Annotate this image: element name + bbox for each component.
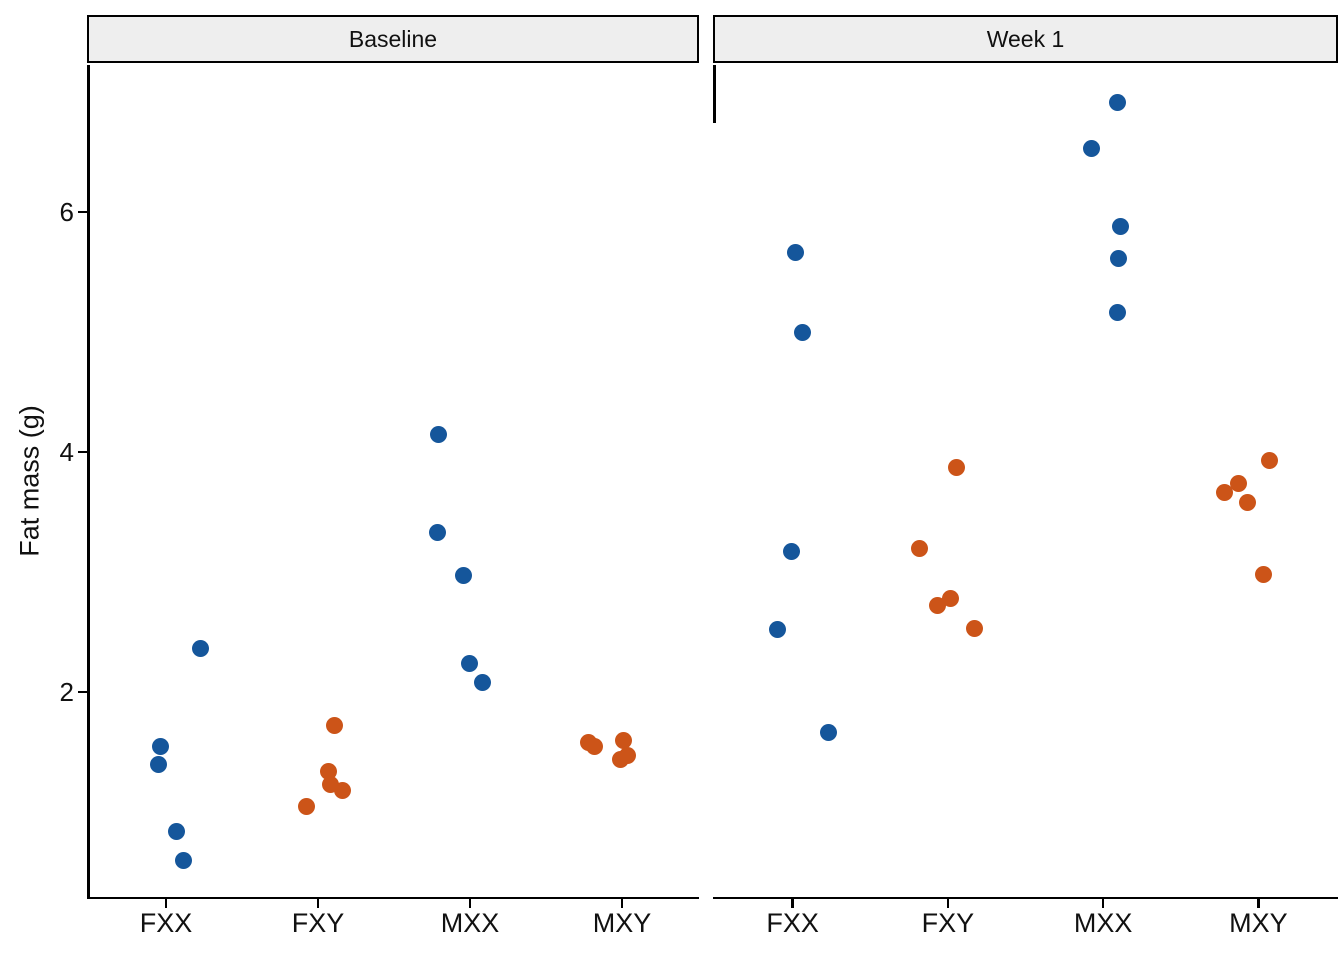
data-point <box>966 619 984 637</box>
panel-week1-y-axis-stub <box>713 65 716 123</box>
data-point <box>911 539 929 557</box>
x-axis-tick <box>791 899 794 908</box>
y-axis-tick-label: 2 <box>59 677 74 707</box>
panel-week1-x-axis-line <box>713 896 1338 899</box>
data-point <box>1215 484 1233 502</box>
x-axis-tick <box>316 899 320 908</box>
data-point <box>473 673 491 691</box>
x-axis-tick-label: FXX <box>139 908 193 938</box>
x-axis-tick <box>1101 899 1105 908</box>
y-axis-tick-label: 4 <box>59 437 74 467</box>
data-point <box>948 459 966 477</box>
data-point <box>794 323 812 341</box>
data-point <box>1229 474 1247 492</box>
data-point <box>191 640 209 658</box>
x-axis-tick <box>164 899 168 908</box>
x-axis-tick-label: MXX <box>1073 908 1133 938</box>
y-axis-tick-label: 6 <box>59 197 74 227</box>
x-axis-tick-label: FXY <box>291 908 345 938</box>
data-point <box>769 621 787 639</box>
data-point <box>325 717 343 735</box>
x-axis-tick <box>946 899 950 908</box>
data-point <box>297 797 315 815</box>
panel-baseline-y-axis-line <box>87 65 90 899</box>
data-point <box>1238 493 1256 511</box>
x-axis-tick-label: MXX <box>440 908 500 938</box>
data-point <box>454 567 472 585</box>
data-point <box>1108 304 1126 322</box>
facet-strip-week1-label: Week 1 <box>986 25 1065 52</box>
facet-strip-week1: Week 1 <box>713 15 1338 63</box>
data-point <box>1082 139 1100 157</box>
x-axis-tick <box>468 899 472 908</box>
data-point <box>1111 217 1129 235</box>
data-point <box>585 737 603 755</box>
panel-baseline-x-axis-line <box>87 896 699 899</box>
x-axis-tick-label: MXY <box>592 908 652 938</box>
data-point <box>611 750 629 768</box>
data-point <box>1109 250 1127 268</box>
facet-strip-baseline-label: Baseline <box>348 25 438 52</box>
data-point <box>942 589 960 607</box>
data-point <box>929 597 947 615</box>
data-point <box>787 244 805 262</box>
x-axis-tick <box>1257 899 1260 908</box>
data-point <box>149 755 167 773</box>
data-point <box>1260 451 1278 469</box>
data-point <box>1254 565 1272 583</box>
data-point <box>167 822 185 840</box>
data-point <box>333 781 351 799</box>
x-axis-tick-label: FXY <box>921 908 975 938</box>
data-point <box>429 425 447 443</box>
data-point <box>319 762 337 780</box>
x-axis-tick-label: MXY <box>1229 908 1288 938</box>
x-axis-tick-label: FXX <box>766 908 819 938</box>
data-point <box>151 737 169 755</box>
x-axis-tick <box>620 899 624 908</box>
data-point <box>614 731 632 749</box>
y-axis-tick <box>78 690 87 694</box>
data-point <box>783 543 801 561</box>
data-point <box>820 724 838 742</box>
data-point <box>1108 94 1126 112</box>
data-point <box>174 851 192 869</box>
y-axis-tick <box>78 210 87 214</box>
data-point <box>460 654 478 672</box>
facet-strip-baseline: Baseline <box>87 15 699 63</box>
data-point <box>428 523 446 541</box>
y-axis-tick <box>78 450 87 454</box>
